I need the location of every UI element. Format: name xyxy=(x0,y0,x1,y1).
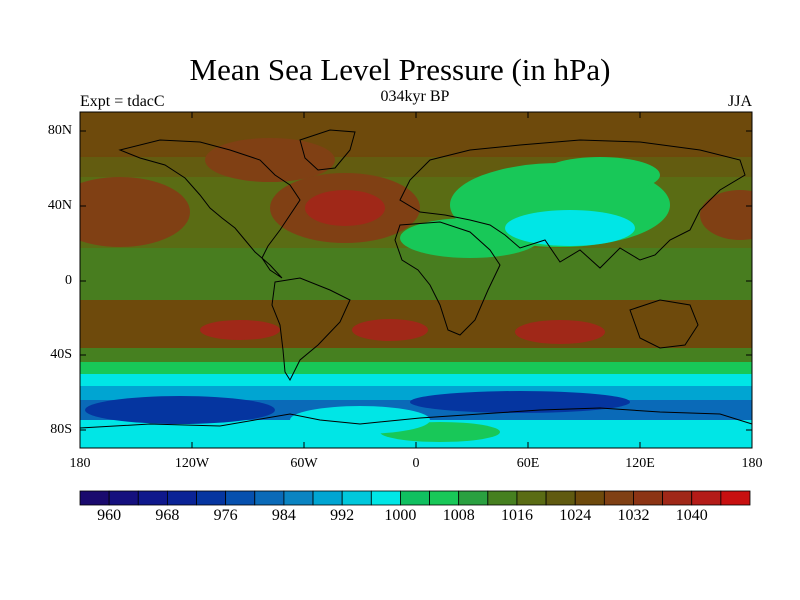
lat-label-40n: 40N xyxy=(47,198,72,213)
colorbar-swatch xyxy=(545,490,576,506)
coast-europe-asia xyxy=(399,139,746,269)
colorbar-swatch xyxy=(108,490,139,506)
field-low-indian xyxy=(410,391,630,413)
field-south-indian-high xyxy=(515,320,605,344)
colorbar-label: 1016 xyxy=(500,507,533,524)
colorbar-swatch xyxy=(400,490,430,506)
colorbar-swatch xyxy=(166,490,197,506)
lon-label-180w: 180 xyxy=(69,456,91,471)
colorbar-swatch xyxy=(458,490,489,506)
colorbar-label: 992 xyxy=(330,507,355,524)
field-low-pacific xyxy=(85,396,275,424)
colorbar xyxy=(79,490,751,506)
chart-title: Mean Sea Level Pressure (in hPa) xyxy=(189,52,611,87)
season-label: JJA xyxy=(727,93,752,110)
lat-label-0: 0 xyxy=(65,273,72,288)
colorbar-swatch xyxy=(691,490,722,506)
colorbar-swatch xyxy=(79,490,110,506)
axis-ticks xyxy=(80,112,752,448)
pressure-field xyxy=(80,112,752,448)
field-pacific-high xyxy=(80,177,190,247)
colorbar-swatch xyxy=(662,490,693,506)
colorbar-swatch xyxy=(516,490,547,506)
coast-antarctica xyxy=(79,407,753,429)
field-south-bright xyxy=(80,362,752,376)
lat-label-80n: 80N xyxy=(47,123,72,138)
colorbar-label: 976 xyxy=(213,507,238,524)
colorbar-label: 1040 xyxy=(675,507,708,524)
lon-label-120e: 120E xyxy=(625,456,655,471)
field-south-green xyxy=(80,348,752,366)
coastlines xyxy=(79,129,753,429)
coast-australia xyxy=(629,299,699,349)
field-south-pacific-high xyxy=(200,320,280,340)
colorbar-swatch xyxy=(254,490,285,506)
colorbar-swatch xyxy=(196,490,227,506)
lon-label-120w: 120W xyxy=(174,456,210,471)
colorbar-swatch xyxy=(603,490,634,506)
colorbar-swatch xyxy=(225,490,256,506)
field-asia-north-green xyxy=(540,157,660,193)
field-tropic-band xyxy=(80,248,752,300)
colorbar-swatch xyxy=(574,490,605,506)
colorbar-label: 984 xyxy=(271,507,296,524)
period-label: 034kyr BP xyxy=(380,88,450,105)
lat-label-40s: 40S xyxy=(50,347,72,362)
experiment-label: Expt = tdacC xyxy=(80,93,165,110)
lon-label-180e: 180 xyxy=(741,456,763,471)
colorbar-swatch xyxy=(312,490,343,506)
field-pacific-high-east xyxy=(700,190,752,240)
colorbar-swatch xyxy=(429,490,460,506)
colorbar-swatch xyxy=(633,490,664,506)
colorbar-swatch xyxy=(283,490,314,506)
coast-africa xyxy=(394,221,501,336)
colorbar-swatch xyxy=(341,490,372,506)
colorbar-label: 1000 xyxy=(384,507,417,524)
lon-label-0: 0 xyxy=(412,456,420,471)
coast-north-america xyxy=(118,139,301,279)
field-antarctic-cyan-2 xyxy=(290,406,430,434)
colorbar-label: 960 xyxy=(97,507,122,524)
colorbar-label: 968 xyxy=(155,507,180,524)
field-canada-high xyxy=(205,138,335,182)
colorbar-label: 1032 xyxy=(617,507,650,524)
coast-south-america xyxy=(271,277,351,382)
lon-label-60w: 60W xyxy=(290,456,318,471)
colorbar-swatch xyxy=(720,490,751,506)
field-asia-low-cyan xyxy=(505,210,635,246)
colorbar-label: 1008 xyxy=(442,507,475,524)
field-arctic-high xyxy=(80,112,752,157)
coast-greenland xyxy=(299,129,356,171)
colorbar-swatch xyxy=(487,490,518,506)
colorbar-label: 1024 xyxy=(559,507,592,524)
lat-label-80s: 80S xyxy=(50,422,72,437)
field-azores-high-core xyxy=(305,190,385,226)
field-south-atlantic-high xyxy=(352,319,428,341)
colorbar-swatch xyxy=(137,490,168,506)
lon-label-60e: 60E xyxy=(516,456,540,471)
colorbar-swatch xyxy=(370,490,401,506)
field-south-cyan xyxy=(80,374,752,388)
